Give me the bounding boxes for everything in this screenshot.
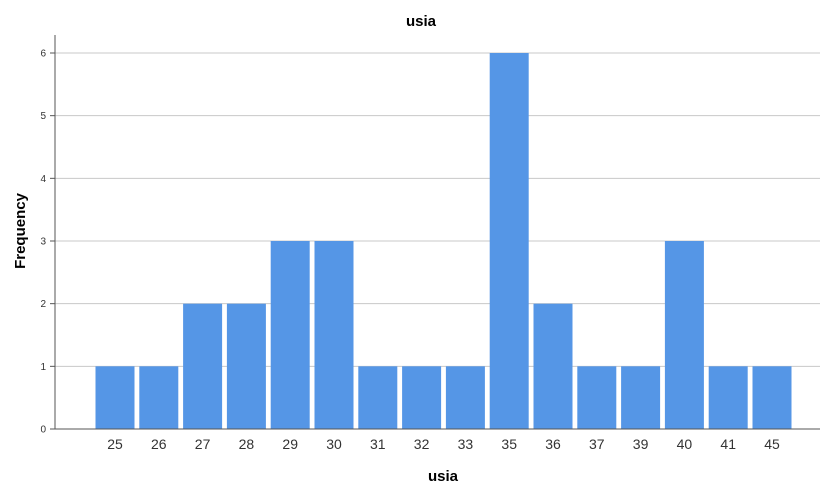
bar-31	[358, 366, 398, 429]
bar-33	[445, 366, 485, 429]
x-axis-ticks: 25 26 27 28 29 30 31 32 33 35 36 37 39 40 41 45	[107, 436, 780, 452]
y-axis-label: Frequency	[12, 192, 29, 269]
x-tick-label: 40	[677, 436, 693, 452]
x-tick-label: 26	[151, 436, 167, 452]
x-tick-label: 27	[195, 436, 211, 452]
y-axis-ticks: 0 1 2 3 4 5 6	[40, 49, 55, 436]
x-tick-label: 37	[589, 436, 605, 452]
bar-28	[226, 303, 266, 429]
x-tick-label: 25	[107, 436, 123, 452]
y-tick-label: 2	[40, 299, 46, 310]
gridlines	[55, 52, 820, 367]
x-tick-label: 30	[326, 436, 342, 452]
y-tick-label: 1	[40, 362, 46, 373]
x-tick-label: 33	[458, 436, 474, 452]
x-tick-label: 35	[501, 436, 517, 452]
bar-35	[489, 53, 529, 429]
x-tick-label: 28	[239, 436, 255, 452]
bar-41	[708, 366, 748, 429]
x-tick-label: 45	[764, 436, 780, 452]
chart-title: usia	[406, 13, 437, 30]
x-tick-label: 31	[370, 436, 386, 452]
bar-26	[139, 366, 179, 429]
bar-39	[621, 366, 661, 429]
bar-45	[752, 366, 792, 429]
axes	[54, 35, 820, 430]
bar-25	[95, 366, 135, 429]
bars	[95, 53, 792, 429]
bar-40	[664, 241, 704, 429]
x-axis-label: usia	[428, 468, 459, 484]
y-tick-label: 6	[40, 49, 46, 60]
bar-32	[402, 366, 442, 429]
bar-36	[533, 303, 573, 429]
y-tick-label: 3	[40, 237, 46, 248]
bar-29	[270, 241, 310, 429]
x-tick-label: 41	[720, 436, 736, 452]
x-tick-label: 29	[282, 436, 298, 452]
x-tick-label: 39	[633, 436, 649, 452]
y-tick-label: 5	[40, 111, 46, 122]
y-tick-label: 4	[40, 174, 46, 185]
bar-30	[314, 241, 354, 429]
x-tick-label: 32	[414, 436, 430, 452]
bar-27	[183, 303, 223, 429]
x-tick-label: 36	[545, 436, 561, 452]
y-tick-label: 0	[40, 425, 46, 436]
bar-37	[577, 366, 617, 429]
